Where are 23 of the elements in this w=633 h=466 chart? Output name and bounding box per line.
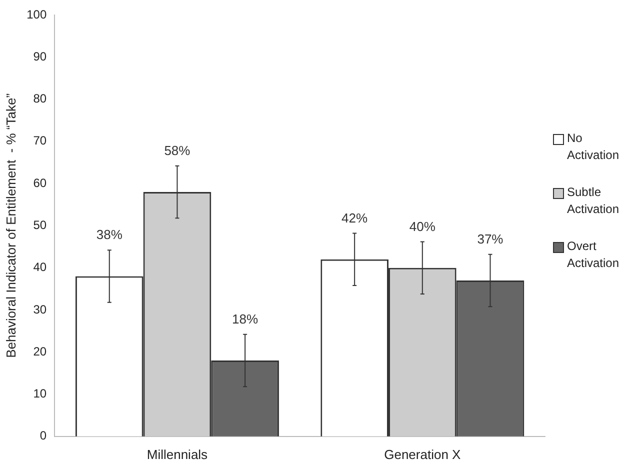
- data-label: 37%: [477, 231, 504, 246]
- data-label: 58%: [164, 142, 191, 158]
- data-label: 18%: [232, 312, 258, 326]
- data-label: 38%: [96, 227, 123, 242]
- y-tick-label: 50: [33, 218, 47, 232]
- legend-label: Overt Activation: [567, 238, 620, 272]
- text: No Activation: [567, 130, 620, 164]
- data-label: 40%: [409, 218, 436, 234]
- y-tick-label: 80: [33, 92, 47, 106]
- y-axis-title: Behavioral Indicator of Entitlement - % “Take”: [3, 93, 18, 358]
- y-tick-label: 20: [33, 344, 47, 358]
- y-tick-label: 40: [33, 260, 47, 274]
- y-tick-label: 90: [33, 49, 47, 64]
- x-tick-label: Generation X: [384, 446, 462, 462]
- y-tick-label: 10: [33, 386, 47, 401]
- legend-label: Subtle Activation: [567, 184, 620, 218]
- y-tick-label: 70: [33, 134, 47, 148]
- x-tick-label: Millennials: [146, 446, 208, 462]
- data-label: 42%: [342, 210, 368, 226]
- y-tick-label: 100: [26, 7, 47, 22]
- y-tick-label: 0: [40, 428, 47, 443]
- y-tick-label: 30: [33, 302, 47, 316]
- y-tick-label: 60: [33, 176, 47, 190]
